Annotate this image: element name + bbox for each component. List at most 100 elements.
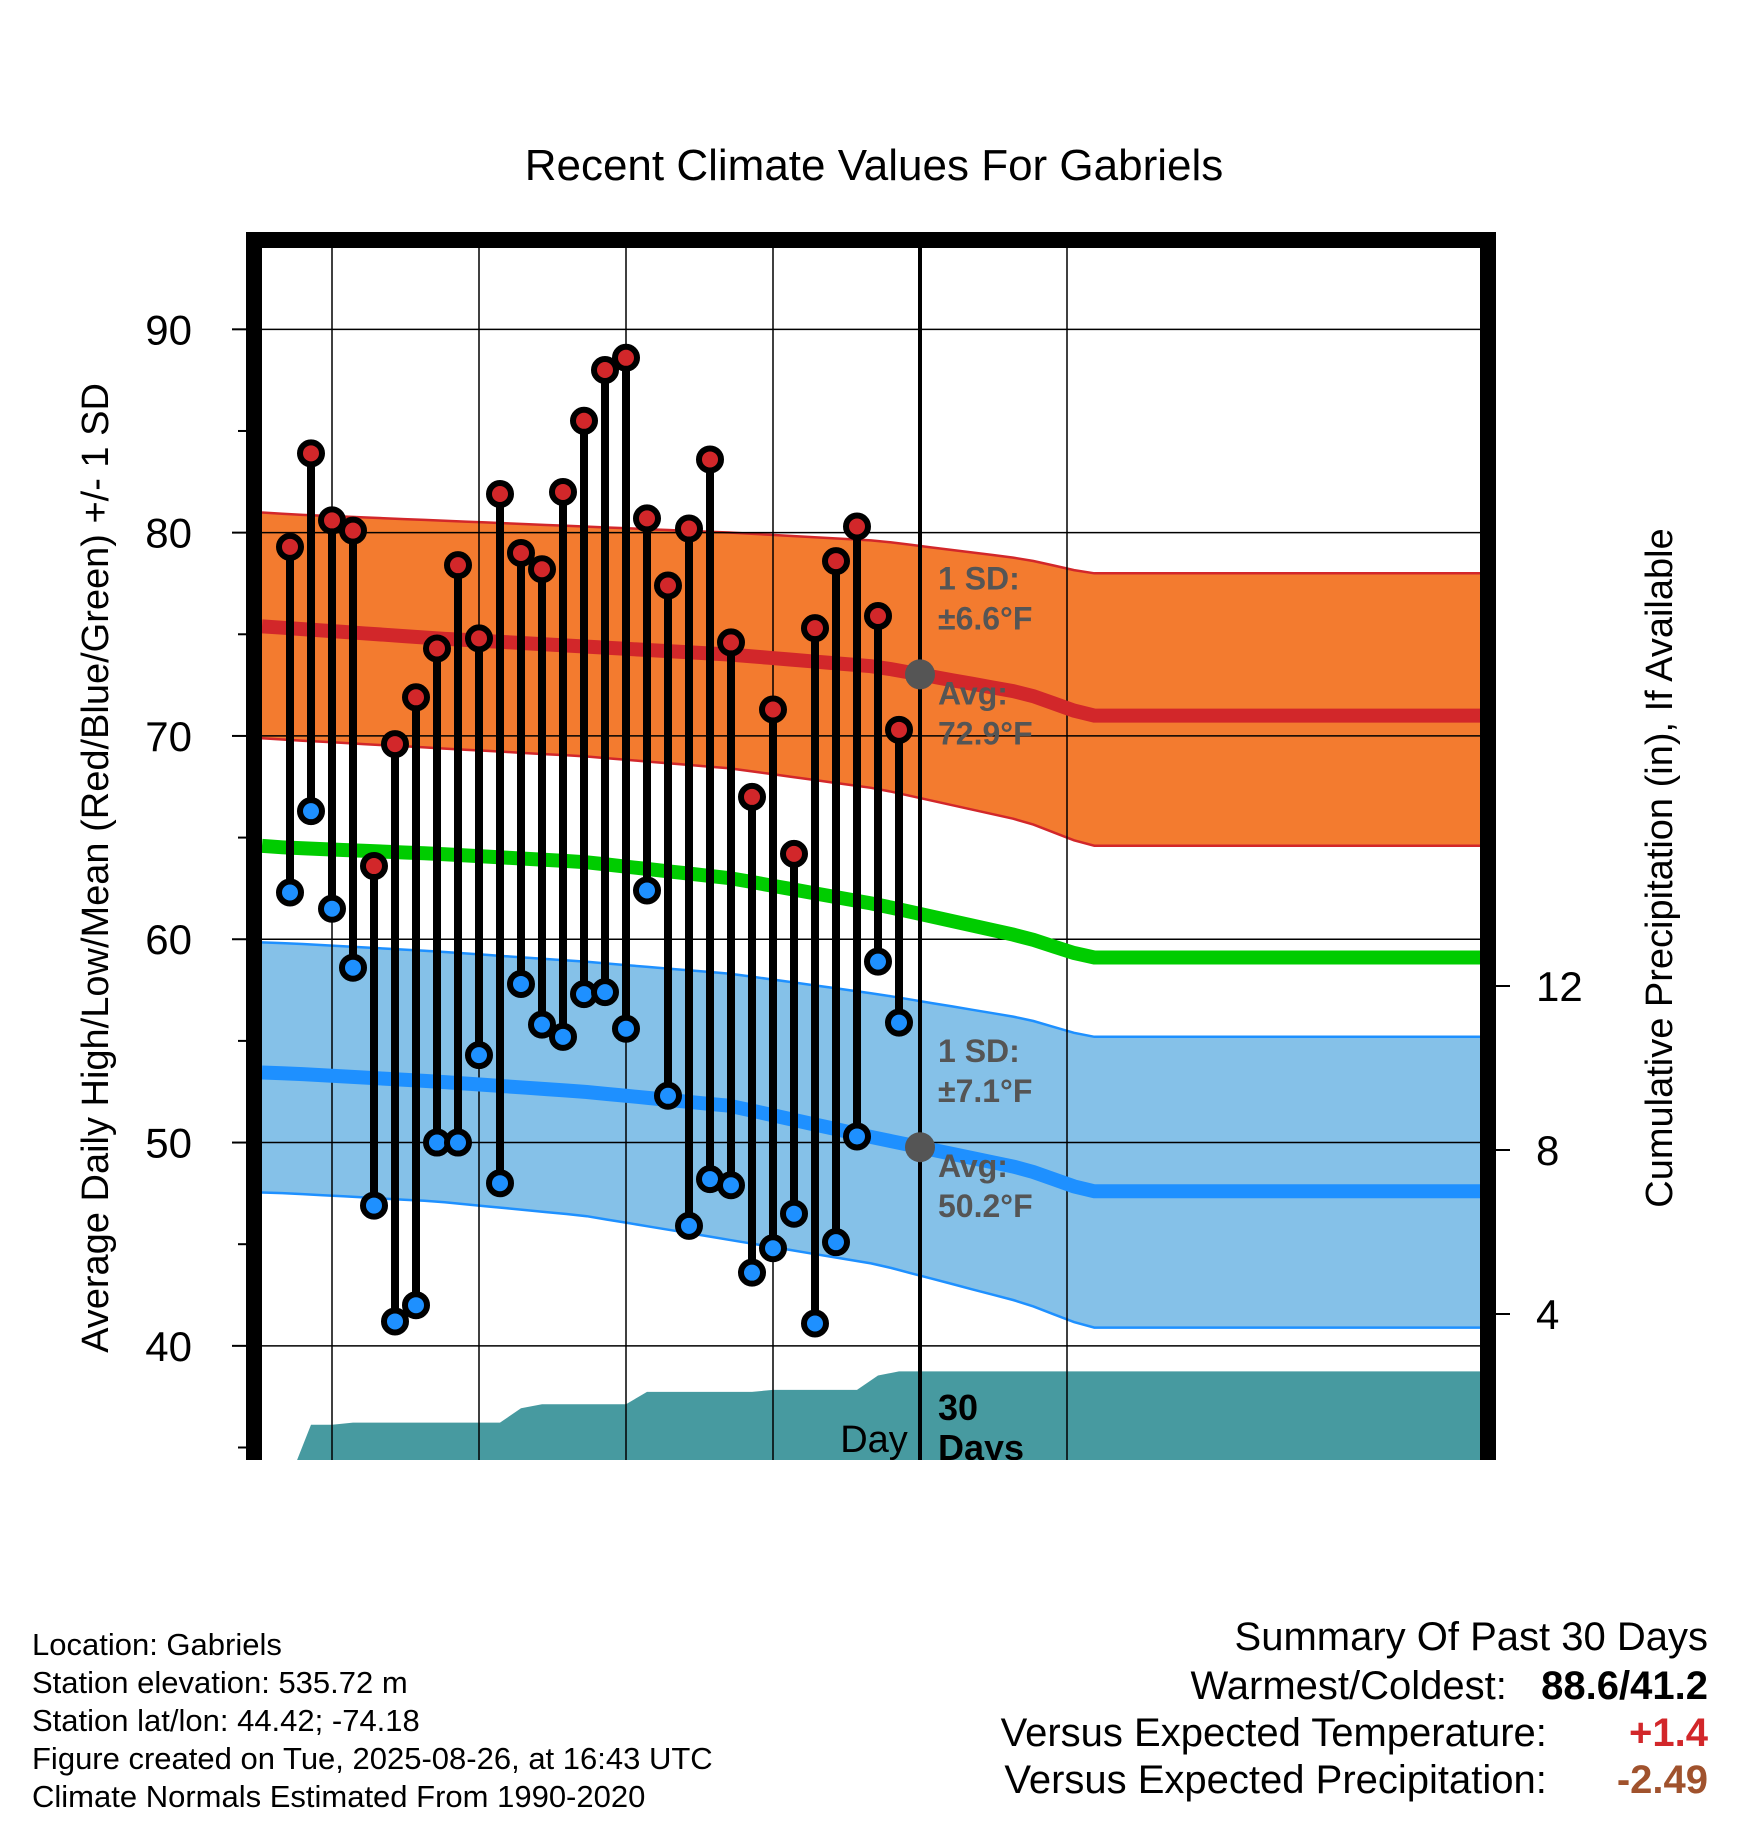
daily-low-point [486, 1169, 514, 1198]
x-axis-label: Day [840, 1419, 908, 1460]
y-tick-label: 70 [145, 713, 192, 760]
daily-high-point [591, 355, 619, 384]
daily-high-point [864, 601, 892, 630]
daily-high-point [654, 571, 682, 600]
low-sd-note: 1 SD: ±7.1°F [938, 1033, 1032, 1109]
daily-low-point [339, 953, 367, 982]
low-band-upper-edge [262, 941, 1480, 1039]
temp-label: Versus Expected Temperature: [1000, 1711, 1547, 1755]
daily-low-point [360, 1191, 388, 1220]
daily-high-point [360, 852, 388, 881]
temp-row: Versus Expected Temperature: +1.4 [1001, 1711, 1708, 1756]
normals-text: Climate Normals Estimated From 1990-2020 [32, 1779, 646, 1814]
daily-low-point [465, 1041, 493, 1070]
days-note-line: 30 [938, 1387, 978, 1428]
normal-mean-line [262, 838, 1480, 965]
daily-high-point [822, 547, 850, 576]
precip-value: -2.49 [1616, 1758, 1708, 1802]
warmest-value: 88.6/41.2 [1541, 1664, 1708, 1708]
low-avg-note-line: 50.2°F [938, 1188, 1033, 1224]
low-sd-note-line: ±7.1°F [938, 1073, 1032, 1109]
high-band-upper-edge [262, 511, 1480, 575]
daily-low-point [822, 1228, 850, 1257]
daily-high-point [381, 730, 409, 759]
daily-high-point [297, 439, 325, 468]
daily-low-point [738, 1258, 766, 1287]
daily-low-point [780, 1199, 808, 1228]
daily-low-point [507, 969, 535, 998]
latlon-text: Station lat/lon: 44.42; -74.18 [32, 1703, 420, 1738]
temp-value: +1.4 [1629, 1711, 1708, 1755]
y2-tick-label: 0 [1536, 1455, 1559, 1460]
normal-low-line [262, 1065, 1480, 1199]
daily-low-point [444, 1128, 472, 1157]
y2-tick-label: 4 [1536, 1291, 1559, 1338]
daily-high-point [423, 634, 451, 663]
daily-high-point [801, 614, 829, 643]
high-avg-note-line: Avg: [938, 675, 1008, 711]
days-note-line: Days [938, 1427, 1024, 1460]
daily-high-point [276, 532, 304, 561]
precip-row: Versus Expected Precipitation: -2.49 [1001, 1758, 1708, 1803]
low-avg-note-line: Avg: [938, 1148, 1008, 1184]
daily-low-point [276, 878, 304, 907]
daily-high-point [717, 628, 745, 657]
daily-low-point [717, 1171, 745, 1200]
daily-high-point [885, 715, 913, 744]
daily-low-point [549, 1022, 577, 1051]
elevation-text: Station elevation: 535.72 m [32, 1665, 408, 1700]
today-high-avg-marker [905, 659, 935, 690]
daily-high-point [486, 480, 514, 508]
daily-low-point [885, 1008, 913, 1037]
y-tick-label: 40 [145, 1323, 192, 1370]
high-avg-note-line: 72.9°F [938, 715, 1033, 751]
daily-low-point [759, 1234, 787, 1263]
y-axis-label: Average Daily High/Low/Mean (Red/Blue/Gr… [75, 383, 117, 1353]
high-sd-note: 1 SD: ±6.6°F [938, 560, 1032, 636]
low-avg-note: Avg: 50.2°F [938, 1148, 1033, 1224]
plot-content: 1 SD: ±6.6°F Avg: 72.9°F 1 SD: ±7.1°F Avg: 50.2… [262, 248, 1480, 1460]
summary-panel: Summary Of Past 30 Days Warmest/Coldest:… [1001, 1615, 1708, 1803]
high-sd-note-line: ±6.6°F [938, 600, 1032, 636]
daily-low-point [591, 978, 619, 1007]
low-sd-note-line: 1 SD: [938, 1033, 1020, 1069]
y-tick-label: 90 [145, 306, 192, 353]
daily-high-point [339, 516, 367, 545]
y2-tick-label: 12 [1536, 963, 1583, 1010]
daily-high-point [507, 538, 535, 567]
precip-area [297, 1371, 1480, 1460]
y-tick-label: 50 [145, 1120, 192, 1167]
daily-low-point [402, 1291, 430, 1320]
high-avg-note: Avg: 72.9°F [938, 675, 1033, 751]
daily-high-point [444, 551, 472, 580]
y-tick-label: 60 [145, 916, 192, 963]
climate-chart: Recent Climate Values For Gabriels 1 SD:… [75, 141, 1681, 1460]
summary-heading: Summary Of Past 30 Days [1234, 1615, 1708, 1659]
precip-label: Versus Expected Precipitation: [1004, 1758, 1547, 1802]
daily-high-point [402, 683, 430, 712]
warmest-label: Warmest/Coldest: [1190, 1664, 1507, 1708]
chart-title: Recent Climate Values For Gabriels [525, 141, 1224, 190]
y2-tick-label: 8 [1536, 1127, 1559, 1174]
daily-high-point [675, 514, 703, 543]
daily-high-point [633, 504, 661, 533]
high-band-lower-edge [262, 736, 1480, 847]
warmest-row: Warmest/Coldest: 88.6/41.2 [1001, 1664, 1709, 1709]
y2-axis-label: Cumulative Precipitation (in), If Availa… [1639, 528, 1681, 1207]
daily-high-point [528, 555, 556, 584]
daily-high-point [549, 477, 577, 506]
daily-high-point [843, 512, 871, 541]
daily-low-point [864, 947, 892, 976]
daily-low-point [801, 1309, 829, 1338]
daily-low-point [612, 1014, 640, 1043]
daily-high-point [465, 624, 493, 653]
station-info: Location: Gabriels Station elevation: 53… [32, 1626, 713, 1816]
daily-high-point [570, 406, 598, 435]
daily-high-point [318, 506, 346, 535]
daily-high-point [780, 839, 808, 868]
plot-frame [246, 232, 1496, 1460]
daily-low-point [297, 797, 325, 826]
daily-low-point [381, 1307, 409, 1336]
plot-area: 1 SD: ±6.6°F Avg: 72.9°F 1 SD: ±7.1°F Avg: 50.2… [145, 232, 1583, 1460]
location-text: Location: Gabriels [32, 1627, 282, 1662]
